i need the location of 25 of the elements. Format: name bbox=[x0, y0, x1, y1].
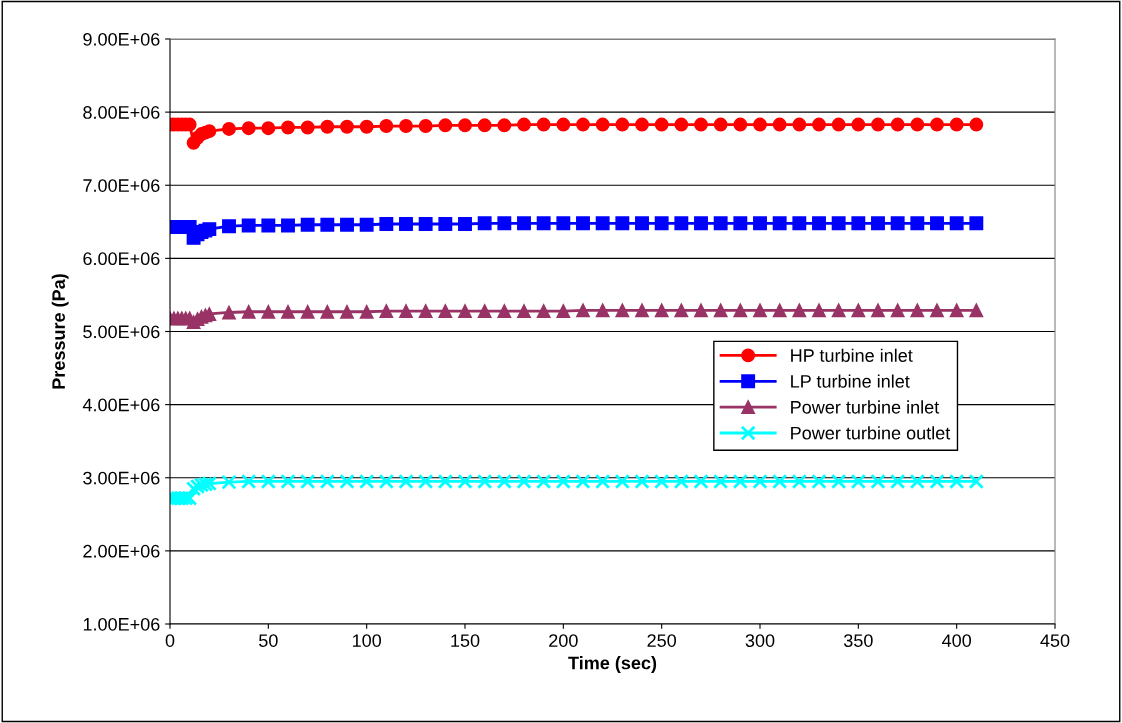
legend-label: LP turbine inlet bbox=[791, 374, 910, 388]
y-tick-label: 3.00E+06 bbox=[83, 471, 160, 485]
y-tick-label: 2.00E+06 bbox=[83, 544, 160, 558]
legend-label: Power turbine inlet bbox=[791, 400, 940, 414]
legend-label: Power turbine outlet bbox=[791, 426, 951, 440]
y-axis-title: Pressure (Pa) bbox=[51, 274, 69, 389]
y-tick-label: 4.00E+06 bbox=[82, 398, 160, 412]
x-tick-label: 150 bbox=[451, 634, 480, 647]
x-axis-title: Time (sec) bbox=[568, 656, 657, 673]
x-tick-label: 350 bbox=[843, 634, 873, 647]
y-tick-label: 5.00E+06 bbox=[83, 325, 160, 339]
y-tick-label: 1.00E+06 bbox=[83, 617, 160, 631]
legend-label: HP turbine inlet bbox=[791, 348, 913, 362]
x-tick-label: 250 bbox=[647, 634, 677, 647]
x-tick-label: 300 bbox=[745, 634, 775, 647]
x-tick-label: 400 bbox=[942, 634, 972, 647]
y-tick-label: 7.00E+06 bbox=[83, 179, 160, 192]
x-tick-label: 50 bbox=[259, 634, 278, 647]
x-tick-label: 0 bbox=[165, 634, 175, 647]
y-tick-label: 8.00E+06 bbox=[83, 106, 160, 119]
y-tick-label: 9.00E+06 bbox=[83, 32, 160, 46]
x-tick-label: 200 bbox=[549, 634, 578, 647]
x-tick-label: 100 bbox=[352, 634, 382, 647]
y-tick-label: 6.00E+06 bbox=[83, 252, 160, 266]
x-tick-label: 450 bbox=[1040, 634, 1070, 647]
